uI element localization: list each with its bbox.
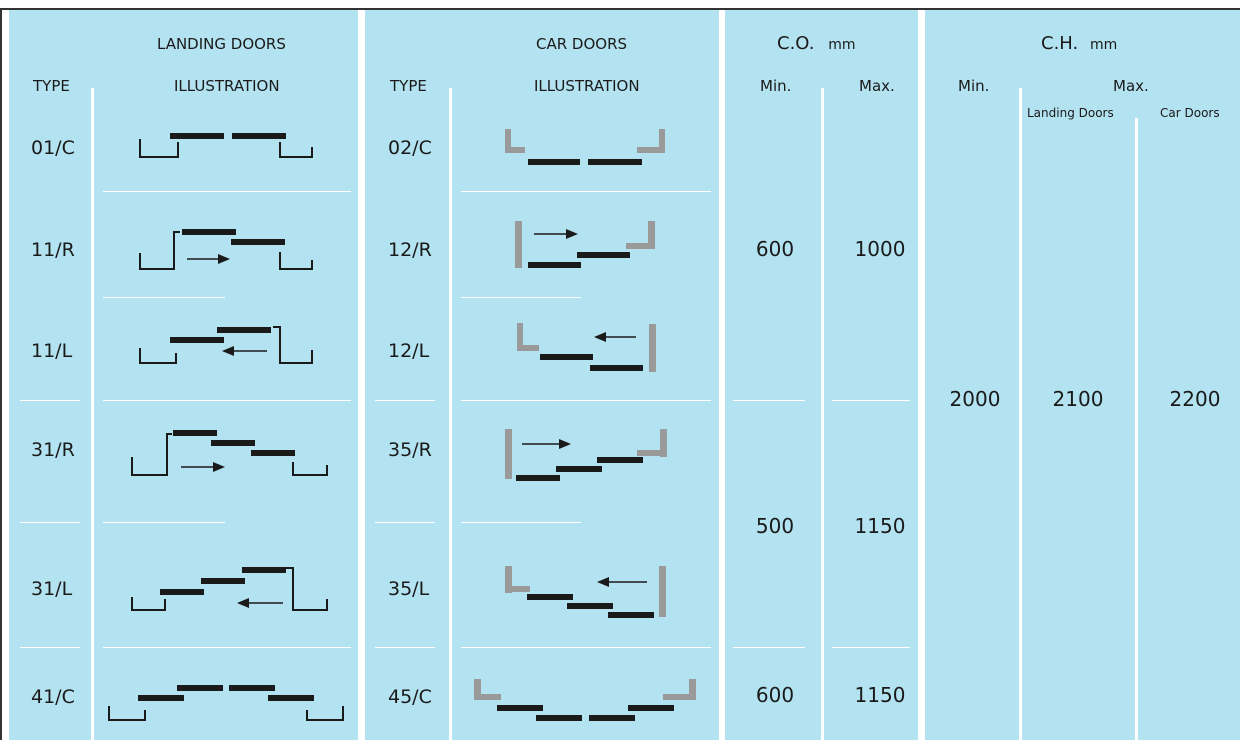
landing-01c-illustration [139,133,313,158]
car-illustration-header: ILLUSTRATION [534,77,640,95]
ch-min-max-divider [1019,88,1022,740]
row-sep [461,400,711,401]
landing-11r-illustration [139,229,313,270]
ch-min-value: 2000 [949,387,1001,411]
co-min-max-divider [821,88,824,740]
row-sep [461,191,711,192]
row-sep [20,400,80,401]
row-sep [733,647,805,648]
car-type-label: 45/C [388,686,432,708]
landing-type-divider [91,88,94,740]
car-type-label: 12/L [388,340,430,362]
car-type-label: 02/C [388,137,432,159]
car-doors-title: CAR DOORS [536,35,628,53]
co-max-value: 1000 [854,237,906,261]
row-sep [461,297,581,298]
car-35r-illustration [505,429,667,481]
landing-illustration-header: ILLUSTRATION [174,77,280,95]
landing-type-label: 41/C [31,686,75,708]
row-sep [832,647,910,648]
row-sep [103,191,351,192]
car-doors-panel [365,10,719,740]
landing-type-label: 31/L [31,578,73,600]
landing-31l-illustration [131,567,328,611]
top-rule [0,8,1240,10]
co-max-header: Max. [859,77,895,95]
row-sep [103,297,225,298]
ch-landing-car-divider [1135,118,1138,740]
landing-type-label: 01/C [31,137,75,159]
landing-11l-illustration [139,326,313,364]
row-sep [733,400,805,401]
row-sep [103,647,351,648]
ch-title: C.H. mm [1041,33,1117,56]
co-max-value: 1150 [854,514,906,538]
row-sep [20,522,80,523]
car-type-header: TYPE [390,77,427,95]
ch-landing-doors-header: Landing Doors [1027,106,1114,120]
landing-type-label: 11/R [31,239,75,261]
co-title: C.O. mm [777,33,855,56]
ch-max-car-value: 2200 [1169,387,1221,411]
co-min-value: 500 [755,514,795,538]
landing-41c-illustration [108,685,344,721]
co-title-text: C.O. [777,33,815,54]
ch-title-text: C.H. [1041,33,1079,54]
car-type-label: 35/R [388,439,432,461]
co-unit: mm [828,37,856,53]
car-12r-illustration [515,221,655,268]
row-sep [375,647,435,648]
row-sep [103,522,225,523]
ch-unit: mm [1089,37,1118,53]
row-sep [103,400,351,401]
ch-car-doors-header: Car Doors [1160,106,1220,120]
row-sep [461,522,581,523]
co-max-value: 1150 [854,683,906,707]
ch-max-header: Max. [1113,77,1149,95]
landing-doors-panel [9,10,358,740]
car-45c-illustration [474,679,696,721]
landing-type-label: 11/L [31,340,73,362]
row-sep [20,647,80,648]
ch-panel [925,10,1240,740]
car-type-label: 12/R [388,239,432,261]
landing-type-header: TYPE [33,77,70,95]
landing-type-label: 31/R [31,439,75,461]
car-02c-illustration [505,129,665,165]
co-min-header: Min. [760,77,792,95]
co-min-value: 600 [755,237,795,261]
ch-min-header: Min. [958,77,990,95]
row-sep [832,400,910,401]
car-35l-illustration [505,566,666,618]
row-sep [461,647,711,648]
car-type-divider [449,88,452,740]
row-sep [375,522,435,523]
ch-max-landing-value: 2100 [1052,387,1104,411]
left-edge [0,8,2,740]
car-12l-illustration [517,323,656,372]
co-min-value: 600 [755,683,795,707]
row-sep [375,400,435,401]
landing-31r-illustration [131,430,328,476]
car-type-label: 35/L [388,578,430,600]
landing-doors-title: LANDING DOORS [157,35,286,53]
